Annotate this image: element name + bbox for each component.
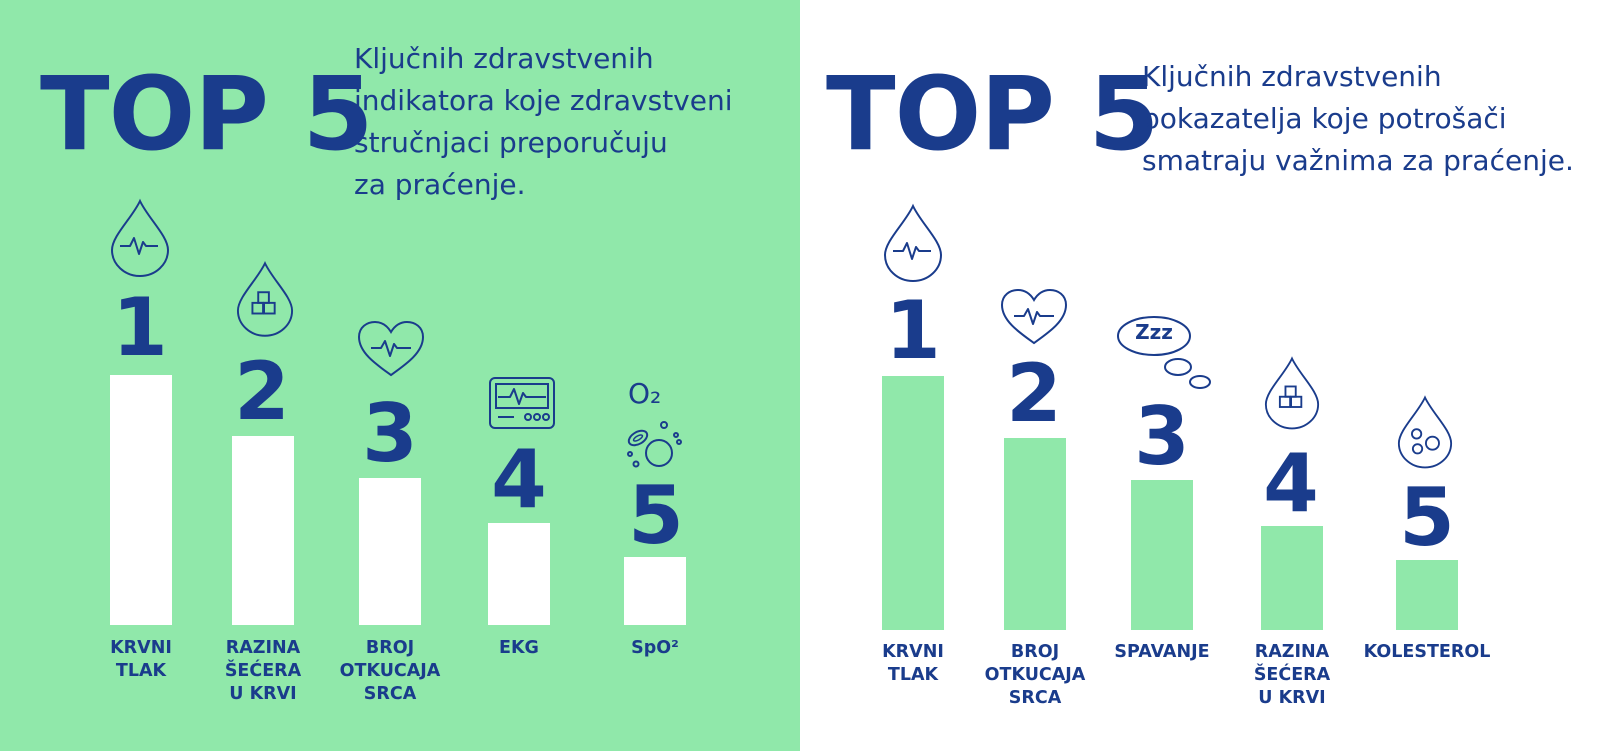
oxygen-bubbles-icon: O₂ <box>624 380 684 474</box>
subtitle-line: pokazatelja koje potrošači <box>1142 102 1507 135</box>
indicator-label: RAZINA ŠEĆERA U KRVI <box>224 638 302 704</box>
panel-subtitle: Ključnih zdravstvenih indikatora koje zd… <box>354 38 733 206</box>
heart-pulse-icon <box>357 320 425 378</box>
ranking-bar <box>359 478 421 625</box>
blood-drop-sugar-cubes-icon <box>236 260 294 338</box>
indicator-label: RAZINA ŠEĆERA U KRVI <box>1253 642 1331 708</box>
subtitle-line: za praćenje. <box>354 168 526 201</box>
ranking-bar <box>232 436 294 625</box>
subtitle-line: smatraju važnima za praćenje. <box>1142 144 1574 177</box>
subtitle-line: indikatora koje zdravstveni <box>354 84 733 117</box>
oxygen-symbol: O₂ <box>628 377 662 410</box>
subtitle-line: Ključnih zdravstvenih <box>1142 60 1442 93</box>
ranking-bar <box>1396 560 1458 630</box>
rank-number: 1 <box>885 284 941 377</box>
ranking-bar <box>1131 480 1193 630</box>
blood-drop-pulse-icon <box>883 203 943 283</box>
ranking-bar <box>1004 438 1066 630</box>
indicator-label: BROJ OTKUCAJA SRCA <box>984 642 1086 708</box>
ranking-bar <box>488 523 550 625</box>
ranking-bar <box>1261 526 1323 630</box>
rank-number: 3 <box>362 387 418 480</box>
top5-heading: TOP 5 <box>826 55 1160 174</box>
indicator-label: EKG <box>499 638 539 658</box>
sleep-bubble-icon: Zzz <box>1116 314 1212 392</box>
subtitle-line: stručnjaci preporučuju <box>354 126 668 159</box>
rank-number: 1 <box>112 281 168 374</box>
indicator-label: KRVNI TLAK <box>110 638 172 681</box>
ranking-bar <box>624 557 686 625</box>
top5-heading: TOP 5 <box>40 55 374 174</box>
rank-number: 2 <box>1006 347 1062 440</box>
expert-indicators-panel: TOP 5 Ključnih zdravstvenih indikatora k… <box>0 0 800 751</box>
indicator-label: BROJ OTKUCAJA SRCA <box>339 638 441 704</box>
sleep-zzz-text: Zzz <box>1135 320 1173 344</box>
rank-number: 5 <box>1399 471 1455 564</box>
blood-drop-cholesterol-icon <box>1397 394 1453 470</box>
blood-drop-sugar-cubes-icon <box>1264 355 1320 431</box>
ranking-bar <box>882 376 944 630</box>
rank-number: 4 <box>491 433 547 526</box>
rank-number: 2 <box>234 345 290 438</box>
rank-number: 3 <box>1134 390 1190 483</box>
consumer-indicators-panel: TOP 5 Ključnih zdravstvenih pokazatelja … <box>800 0 1600 751</box>
blood-drop-pulse-icon <box>110 198 170 278</box>
ranking-bar <box>110 375 172 625</box>
indicator-label: SPAVANJE <box>1114 642 1210 662</box>
ekg-monitor-icon <box>488 376 556 430</box>
subtitle-line: Ključnih zdravstvenih <box>354 42 654 75</box>
panel-subtitle: Ključnih zdravstvenih pokazatelja koje p… <box>1142 56 1574 182</box>
rank-number: 4 <box>1263 437 1319 530</box>
heart-pulse-icon <box>1000 288 1068 346</box>
indicator-label: SpO² <box>631 638 679 658</box>
indicator-label: KOLESTEROL <box>1363 642 1491 662</box>
rank-number: 5 <box>628 469 684 562</box>
indicator-label: KRVNI TLAK <box>882 642 944 685</box>
